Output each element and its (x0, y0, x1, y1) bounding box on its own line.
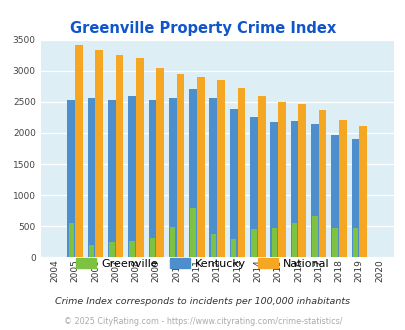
Bar (318, 110, 326, 257)
Bar (230, 239, 236, 257)
Bar (210, 234, 215, 257)
Bar (109, 242, 114, 257)
Bar (358, 126, 366, 257)
Legend: Greenville, Kentucky, National: Greenville, Kentucky, National (72, 254, 333, 273)
Bar (290, 121, 298, 257)
Bar (249, 117, 257, 257)
Bar (89, 245, 94, 257)
Bar (128, 96, 136, 257)
Bar (95, 50, 103, 257)
Bar (148, 100, 156, 257)
Bar (330, 135, 338, 257)
Bar (351, 139, 358, 257)
Bar (156, 68, 164, 257)
Bar (136, 58, 143, 257)
Text: Crime Index corresponds to incidents per 100,000 inhabitants: Crime Index corresponds to incidents per… (55, 297, 350, 307)
Bar (209, 98, 217, 257)
Bar (311, 216, 317, 257)
Text: Greenville Property Crime Index: Greenville Property Crime Index (70, 20, 335, 36)
Bar (298, 104, 305, 257)
Bar (277, 102, 285, 257)
Bar (291, 223, 296, 257)
Bar (196, 77, 204, 257)
Bar (237, 88, 245, 257)
Bar (129, 241, 134, 257)
Bar (115, 54, 123, 257)
Bar (190, 208, 195, 257)
Bar (149, 238, 155, 257)
Bar (257, 96, 265, 257)
Bar (68, 222, 74, 257)
Bar (270, 122, 277, 257)
Bar (189, 89, 196, 257)
Bar (217, 80, 224, 257)
Bar (229, 109, 237, 257)
Bar (338, 120, 346, 257)
Bar (108, 100, 115, 257)
Bar (170, 227, 175, 257)
Bar (75, 45, 83, 257)
Text: © 2025 CityRating.com - https://www.cityrating.com/crime-statistics/: © 2025 CityRating.com - https://www.city… (64, 317, 341, 326)
Bar (67, 100, 75, 257)
Bar (176, 74, 184, 257)
Bar (271, 228, 276, 257)
Bar (332, 227, 337, 257)
Bar (251, 229, 256, 257)
Bar (87, 98, 95, 257)
Bar (310, 124, 318, 257)
Bar (352, 228, 357, 257)
Bar (168, 98, 176, 257)
